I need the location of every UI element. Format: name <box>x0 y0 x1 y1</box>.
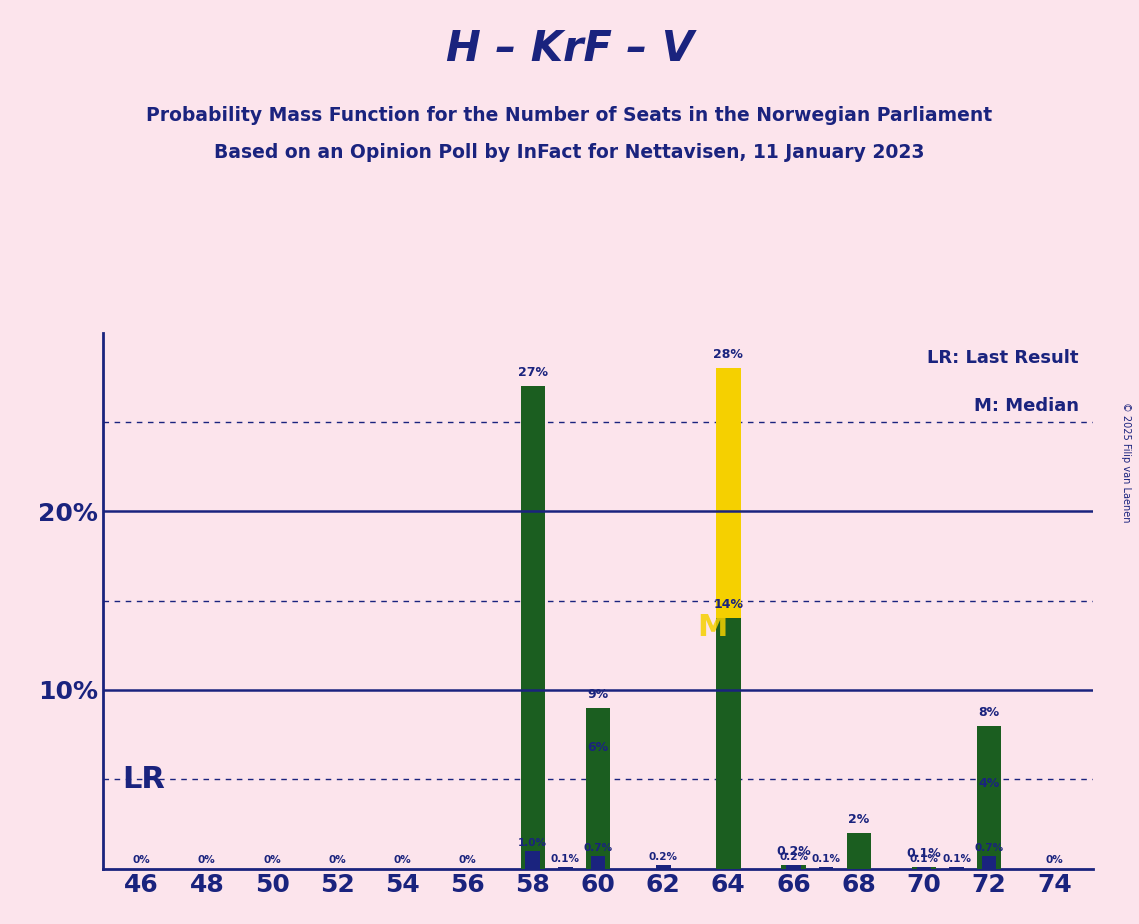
Text: 2%: 2% <box>849 813 869 826</box>
Text: 6%: 6% <box>588 741 608 754</box>
Bar <box>525 851 540 869</box>
Bar <box>585 708 611 869</box>
Text: 27%: 27% <box>518 366 548 379</box>
Bar <box>911 867 936 869</box>
Text: 0.7%: 0.7% <box>583 844 613 854</box>
Text: © 2025 Filip van Laenen: © 2025 Filip van Laenen <box>1121 402 1131 522</box>
Text: 0.2%: 0.2% <box>776 845 811 857</box>
Text: 0%: 0% <box>133 856 150 866</box>
Bar <box>781 865 805 869</box>
Text: 0.2%: 0.2% <box>649 852 678 862</box>
Bar <box>521 386 544 869</box>
Text: 28%: 28% <box>713 348 744 361</box>
Text: LR: LR <box>122 764 165 794</box>
Text: 0%: 0% <box>198 856 215 866</box>
Text: M: M <box>697 613 727 642</box>
Bar <box>591 856 605 869</box>
Text: 0.1%: 0.1% <box>551 854 580 864</box>
Bar <box>846 833 871 869</box>
Bar <box>716 618 740 869</box>
Bar <box>716 369 740 869</box>
Bar <box>819 867 834 869</box>
Text: LR: Last Result: LR: Last Result <box>927 348 1079 367</box>
Text: 4%: 4% <box>978 777 1000 790</box>
Text: 0.1%: 0.1% <box>942 854 972 864</box>
Text: Probability Mass Function for the Number of Seats in the Norwegian Parliament: Probability Mass Function for the Number… <box>147 106 992 126</box>
Text: Based on an Opinion Poll by InFact for Nettavisen, 11 January 2023: Based on an Opinion Poll by InFact for N… <box>214 143 925 163</box>
Bar <box>917 867 932 869</box>
Text: H – KrF – V: H – KrF – V <box>445 28 694 69</box>
Bar <box>585 761 611 869</box>
Text: 0.2%: 0.2% <box>779 852 808 862</box>
Text: M: Median: M: Median <box>974 397 1079 415</box>
Bar <box>656 865 671 869</box>
Text: 0.7%: 0.7% <box>975 844 1003 854</box>
Bar <box>558 867 573 869</box>
Text: 0%: 0% <box>459 856 476 866</box>
Bar <box>977 725 1001 869</box>
Text: 0%: 0% <box>328 856 346 866</box>
Bar <box>786 865 801 869</box>
Text: 0%: 0% <box>393 856 411 866</box>
Text: 9%: 9% <box>588 687 608 700</box>
Text: 0.1%: 0.1% <box>909 854 939 864</box>
Text: 0%: 0% <box>263 856 281 866</box>
Text: 0.1%: 0.1% <box>812 854 841 864</box>
Bar <box>982 856 997 869</box>
Bar <box>977 797 1001 869</box>
Text: 14%: 14% <box>713 599 744 612</box>
Text: 8%: 8% <box>978 706 1000 719</box>
Text: 1.0%: 1.0% <box>518 838 547 848</box>
Text: 0%: 0% <box>1046 856 1063 866</box>
Text: 0.1%: 0.1% <box>907 846 941 859</box>
Bar <box>949 867 964 869</box>
